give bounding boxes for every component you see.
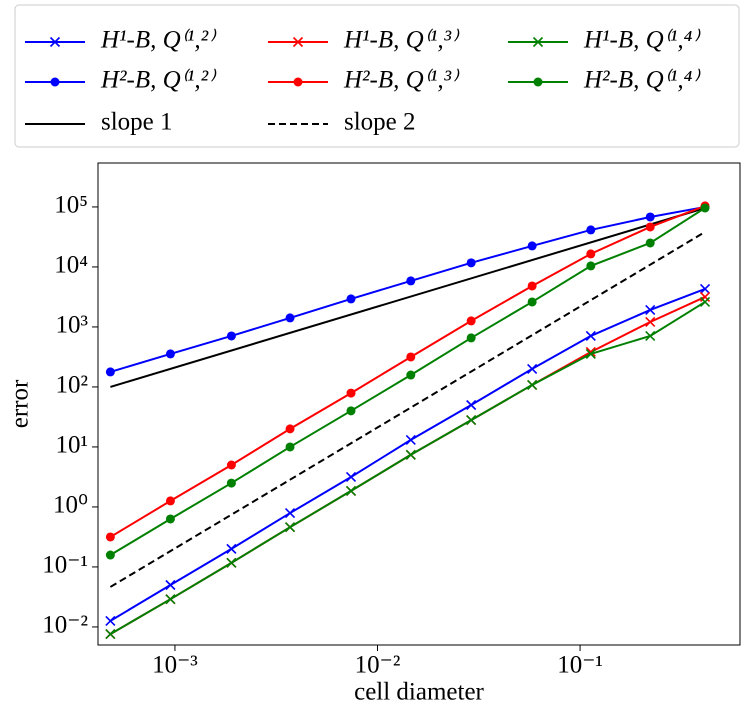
marker — [527, 281, 537, 291]
legend-label: H²-B, Q⁽¹,⁴⁾ — [583, 67, 701, 94]
marker — [527, 241, 537, 251]
marker — [165, 594, 176, 605]
legend-label: H¹-B, Q⁽¹,²⁾ — [100, 27, 217, 54]
marker — [405, 449, 416, 460]
marker — [226, 557, 237, 568]
marker — [346, 294, 356, 304]
marker — [645, 222, 655, 232]
marker — [466, 316, 476, 326]
marker — [50, 77, 60, 87]
marker — [466, 415, 477, 426]
marker — [105, 629, 116, 640]
x-axis-label: cell diameter — [354, 679, 484, 706]
marker — [285, 424, 295, 434]
marker — [585, 330, 596, 342]
marker — [345, 485, 357, 496]
plot-frame — [97, 162, 741, 646]
marker — [346, 388, 356, 398]
y-tick-label: 10⁴ — [54, 252, 88, 279]
marker — [700, 203, 710, 213]
marker — [165, 514, 175, 524]
marker — [527, 363, 538, 374]
marker — [466, 333, 476, 343]
marker — [645, 330, 656, 342]
series-line — [109, 207, 706, 556]
marker — [586, 261, 596, 271]
marker — [165, 496, 175, 506]
marker — [699, 296, 711, 308]
marker — [527, 379, 538, 391]
y-tick-label: 10⁰ — [53, 492, 88, 519]
y-tick-label: 10² — [56, 372, 89, 399]
series-line — [110, 207, 706, 388]
marker — [645, 212, 655, 222]
marker — [226, 331, 236, 341]
legend-label: H¹-B, Q⁽¹,³⁾ — [343, 27, 460, 54]
series-line — [109, 231, 706, 588]
legend-label: H¹-B, Q⁽¹,⁴⁾ — [583, 27, 701, 54]
marker — [527, 297, 537, 307]
y-tick-label: 10⁵ — [54, 192, 88, 219]
marker — [292, 36, 304, 48]
marker — [586, 225, 596, 235]
marker — [165, 579, 176, 591]
marker — [586, 249, 596, 259]
legend-label: H²-B, Q⁽¹,³⁾ — [343, 67, 460, 94]
marker — [699, 283, 711, 294]
marker — [466, 258, 476, 268]
marker — [405, 434, 416, 445]
marker — [406, 276, 416, 286]
marker — [105, 532, 115, 542]
marker — [406, 352, 416, 362]
marker — [105, 615, 116, 626]
marker — [284, 508, 296, 519]
marker — [49, 36, 61, 48]
marker — [585, 348, 596, 359]
x-tick-label: 10⁻³ — [152, 652, 198, 679]
marker — [105, 367, 115, 377]
y-tick-label: 10³ — [56, 312, 89, 339]
marker — [165, 349, 175, 359]
legend-label: slope 2 — [344, 109, 416, 136]
marker — [226, 478, 236, 488]
marker — [406, 370, 416, 380]
marker — [699, 291, 711, 303]
marker — [466, 399, 477, 411]
series-line — [109, 296, 706, 635]
x-tick-label: 10⁻² — [355, 652, 401, 679]
marker — [226, 460, 236, 470]
marker — [645, 316, 656, 328]
marker — [285, 442, 295, 452]
marker — [346, 406, 356, 416]
marker — [645, 238, 655, 248]
marker — [284, 522, 296, 533]
x-tick-label: 10⁻¹ — [557, 652, 603, 679]
marker — [532, 36, 544, 48]
marker — [533, 77, 543, 87]
y-axis-label: error — [7, 379, 34, 428]
marker — [285, 313, 295, 323]
marker — [645, 304, 656, 316]
marker — [226, 543, 237, 554]
marker — [105, 550, 115, 560]
y-tick-label: 10⁻² — [42, 612, 88, 639]
series-line — [109, 301, 706, 635]
y-tick-label: 10⁻¹ — [42, 552, 88, 579]
legend-label: slope 1 — [101, 109, 173, 136]
marker — [293, 77, 303, 87]
legend-box — [14, 4, 740, 148]
legend-label: H²-B, Q⁽¹,²⁾ — [100, 67, 217, 94]
marker — [345, 471, 357, 483]
y-tick-label: 10¹ — [56, 432, 89, 459]
